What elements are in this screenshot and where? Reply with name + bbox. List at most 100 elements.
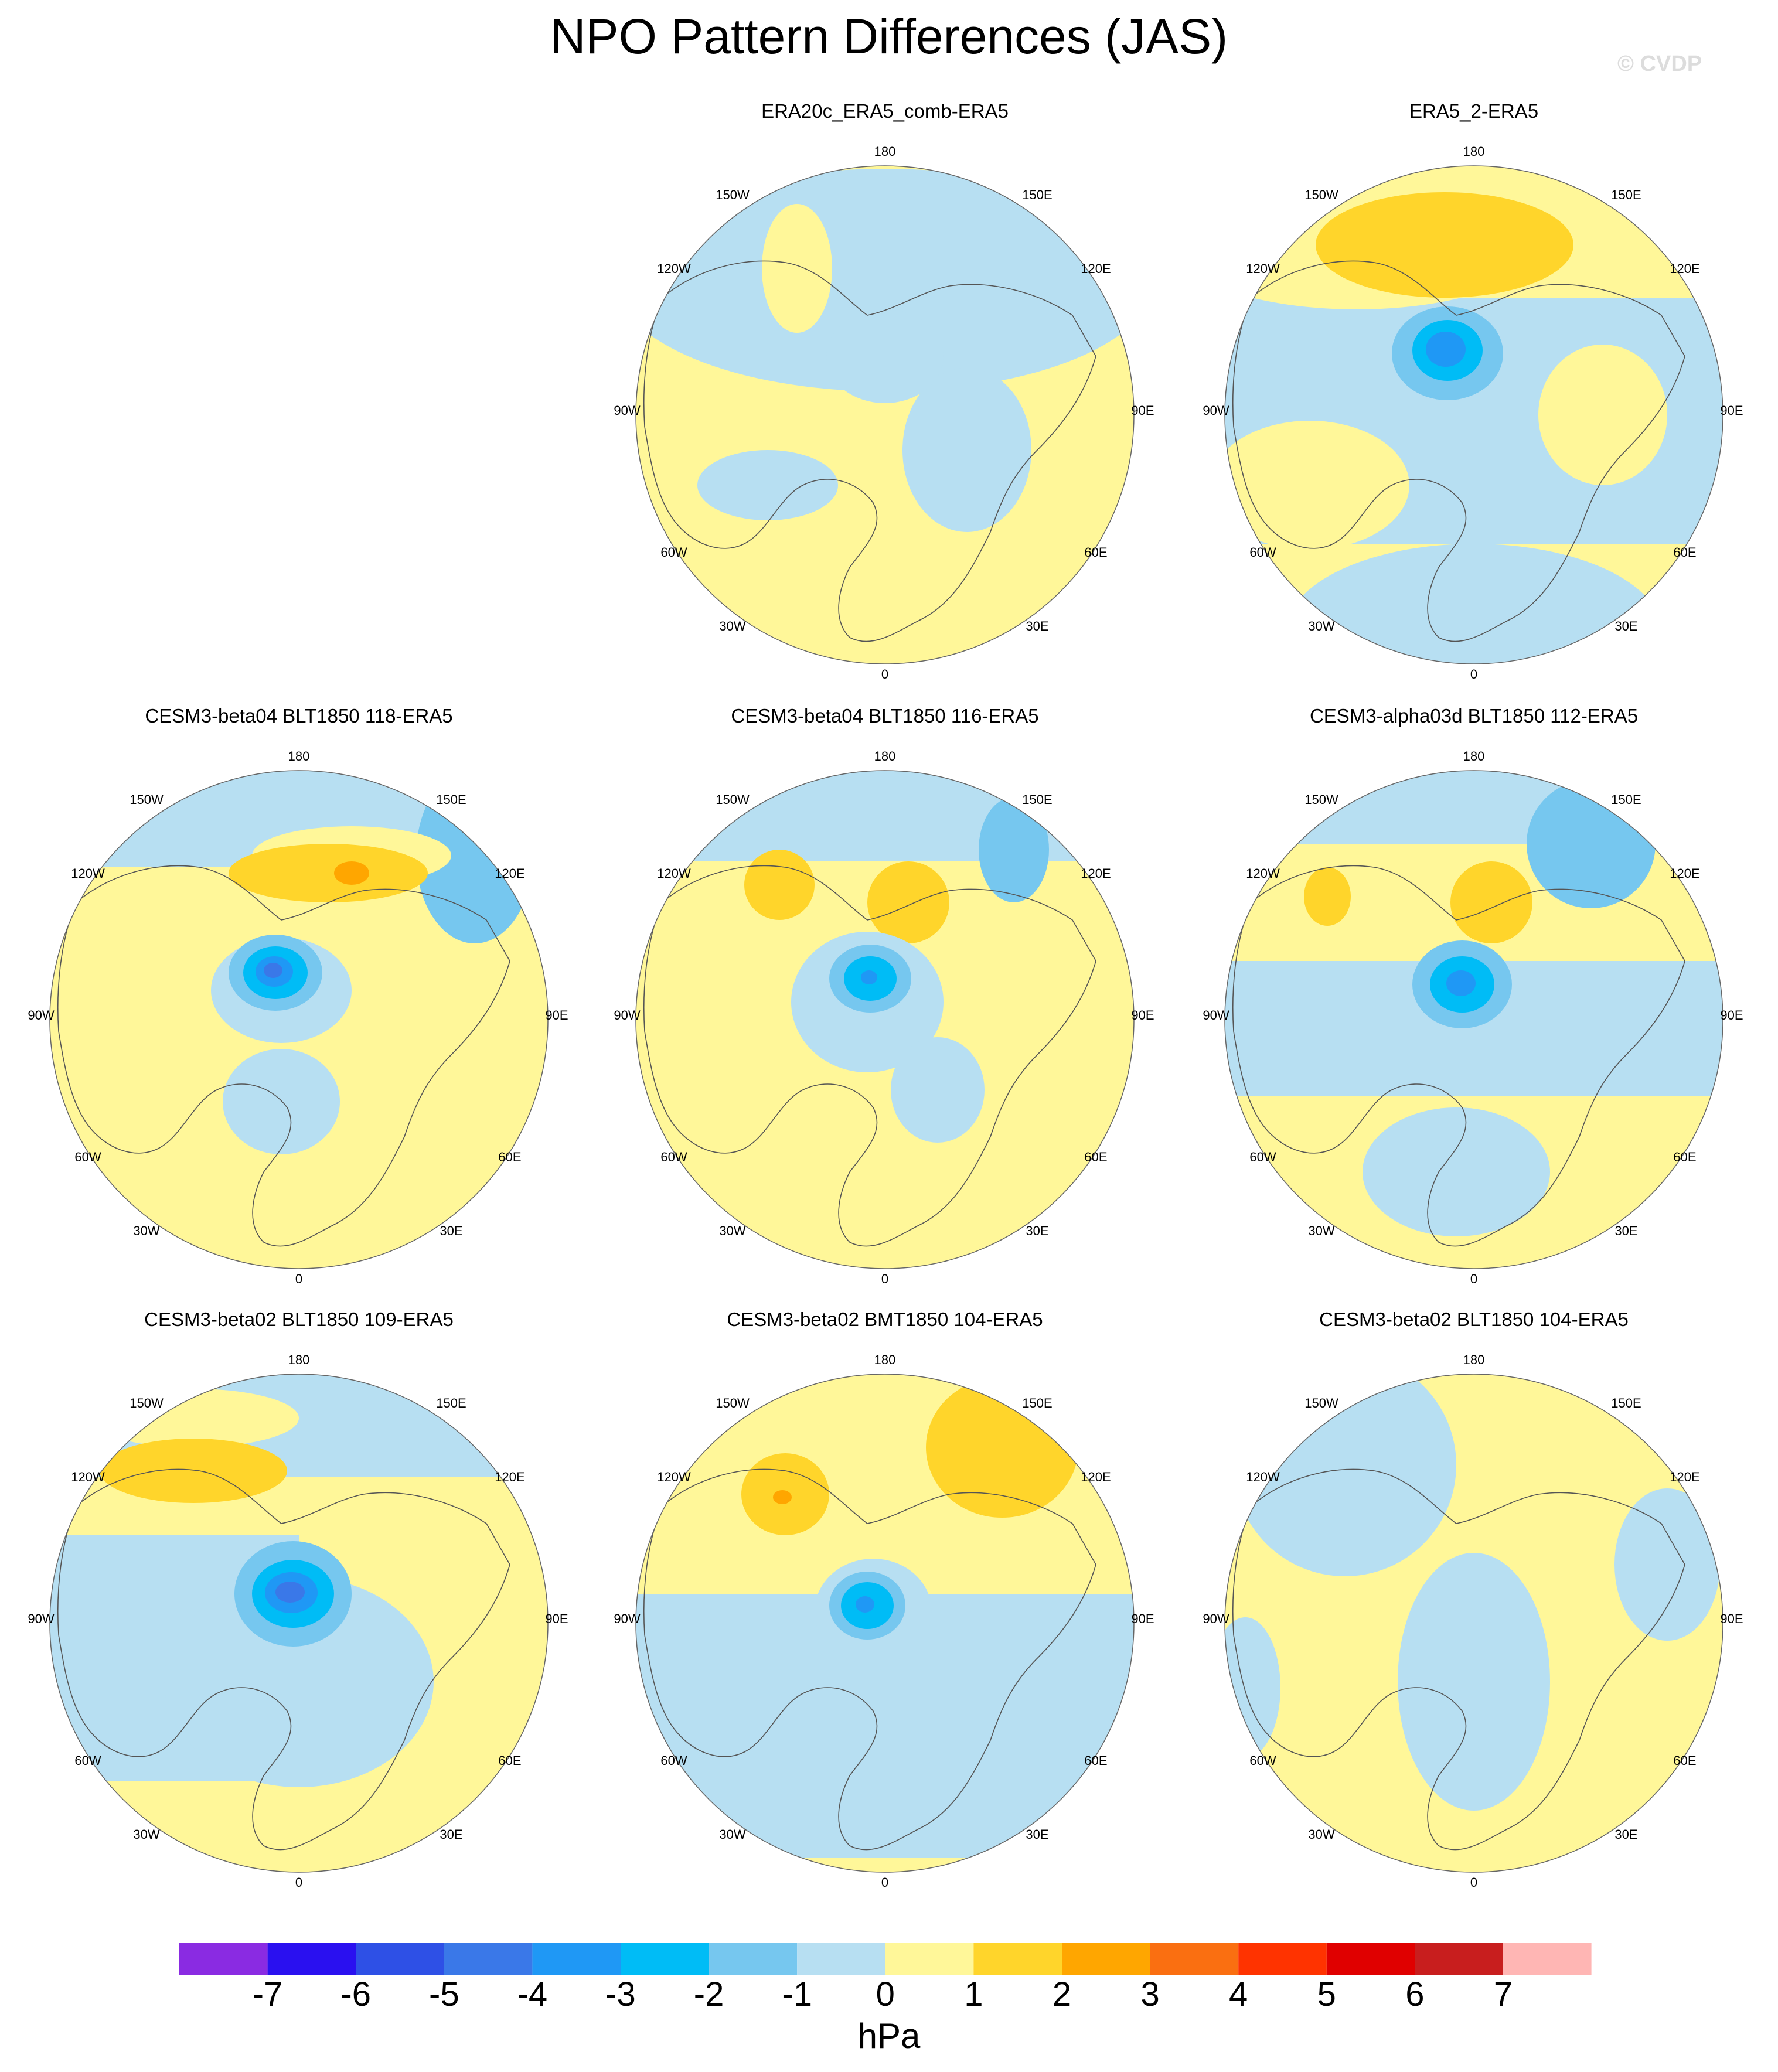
longitude-label: 180 bbox=[288, 749, 310, 764]
longitude-label: 30E bbox=[1614, 619, 1637, 633]
contour-region bbox=[1398, 1553, 1550, 1811]
colorbar-segment bbox=[621, 1943, 709, 1975]
map-boundary bbox=[1224, 770, 1723, 1269]
polar-map: 180 150E 120E 90E 60E 30E 0 30W 60W 90W 120W 150W bbox=[1203, 144, 1743, 681]
colorbar-segment bbox=[267, 1943, 356, 1975]
longitude-label: 30E bbox=[1026, 1224, 1048, 1238]
longitude-label: 60W bbox=[74, 1150, 101, 1164]
longitude-label: 120E bbox=[1081, 866, 1111, 881]
longitude-label: 90W bbox=[614, 1008, 640, 1023]
longitude-label: 150W bbox=[1304, 188, 1338, 202]
colorbar-segment bbox=[1415, 1943, 1503, 1975]
longitude-label: 90E bbox=[1720, 1008, 1743, 1023]
map-boundary bbox=[1224, 165, 1723, 664]
page-title: NPO Pattern Differences (JAS) bbox=[550, 9, 1228, 64]
longitude-label: 60E bbox=[1084, 1753, 1107, 1768]
contour-region bbox=[1614, 1488, 1720, 1641]
longitude-label: 30E bbox=[440, 1224, 462, 1238]
panel-title: ERA20c_ERA5_comb-ERA5 bbox=[761, 100, 1009, 122]
longitude-label: 90W bbox=[1203, 1008, 1229, 1023]
longitude-label: 150E bbox=[1022, 188, 1052, 202]
longitude-label: 90W bbox=[1203, 403, 1229, 418]
contour-region bbox=[867, 861, 949, 943]
colorbar-segment bbox=[179, 1943, 268, 1975]
colorbar-units: hPa bbox=[857, 2016, 921, 2056]
colorbar-segment bbox=[1062, 1943, 1150, 1975]
longitude-label: 180 bbox=[1463, 749, 1485, 764]
longitude-label: 0 bbox=[881, 667, 888, 681]
map-boundary bbox=[635, 1374, 1135, 1873]
longitude-label: 150W bbox=[716, 188, 750, 202]
longitude-label: 90W bbox=[1203, 1611, 1229, 1626]
longitude-label: 90E bbox=[1720, 1611, 1743, 1626]
map-panel: ERA20c_ERA5_comb-ERA5 180 150E 120E 90E 60E 30… bbox=[592, 98, 1178, 708]
colorbar-segment bbox=[973, 1943, 1062, 1975]
longitude-label: 90E bbox=[545, 1008, 568, 1023]
colorbar-tick-label: -3 bbox=[605, 1975, 636, 2013]
contour-region bbox=[856, 1596, 874, 1613]
longitude-label: 120E bbox=[1670, 866, 1699, 881]
contour-region bbox=[1304, 867, 1351, 926]
panel-title: CESM3-beta02 BLT1850 109-ERA5 bbox=[144, 1308, 454, 1330]
coastline bbox=[643, 260, 1096, 642]
contour-region bbox=[334, 861, 369, 885]
colorbar-segment bbox=[709, 1943, 798, 1975]
longitude-label: 30W bbox=[719, 1827, 745, 1842]
colorbar-tick-label: -6 bbox=[340, 1975, 371, 2013]
contour-region bbox=[697, 450, 838, 520]
colorbar-tick-label: 6 bbox=[1405, 1975, 1425, 2013]
longitude-label: 120E bbox=[1670, 261, 1699, 276]
coastline bbox=[643, 1468, 1096, 1851]
longitude-label: 30W bbox=[1308, 619, 1334, 633]
colorbar-segment bbox=[356, 1943, 444, 1975]
longitude-label: 150E bbox=[1022, 792, 1052, 807]
contour-region bbox=[1286, 544, 1661, 664]
colorbar-segment bbox=[444, 1943, 533, 1975]
contour-region bbox=[762, 204, 832, 333]
colorbar-tick-label: 3 bbox=[1140, 1975, 1160, 2013]
map-boundary bbox=[49, 770, 549, 1269]
contour-region bbox=[636, 169, 1134, 391]
contour-region bbox=[773, 1490, 792, 1504]
longitude-label: 60W bbox=[1249, 545, 1276, 560]
longitude-label: 60W bbox=[660, 1150, 687, 1164]
longitude-label: 90W bbox=[614, 403, 640, 418]
longitude-label: 60E bbox=[498, 1150, 521, 1164]
longitude-label: 150E bbox=[1611, 792, 1641, 807]
map-panel: CESM3-beta02 BMT1850 104-ERA5 180 150E 120E… bbox=[592, 1307, 1178, 1916]
longitude-label: 0 bbox=[295, 1875, 302, 1890]
longitude-label: 60E bbox=[1673, 1753, 1696, 1768]
longitude-label: 120W bbox=[71, 866, 105, 881]
map-boundary bbox=[1224, 1374, 1723, 1873]
contour-region bbox=[636, 771, 1134, 861]
longitude-label: 150E bbox=[1022, 1396, 1052, 1410]
longitude-label: 30E bbox=[1614, 1224, 1637, 1238]
coastline bbox=[57, 865, 510, 1247]
copyright-notice: © CVDP bbox=[1617, 52, 1702, 76]
contour-region bbox=[1538, 345, 1667, 485]
panel-title: CESM3-beta02 BLT1850 104-ERA5 bbox=[1319, 1308, 1629, 1330]
contour-region bbox=[1316, 192, 1573, 298]
contour-region bbox=[264, 963, 282, 978]
longitude-label: 90E bbox=[1131, 1008, 1154, 1023]
longitude-label: 60E bbox=[1084, 1150, 1107, 1164]
longitude-label: 150W bbox=[716, 792, 750, 807]
colorbar-tick-label: 2 bbox=[1052, 1975, 1072, 2013]
contour-region bbox=[861, 970, 877, 984]
coastline bbox=[643, 865, 1096, 1247]
longitude-label: 60W bbox=[1249, 1753, 1276, 1768]
longitude-label: 60W bbox=[660, 1753, 687, 1768]
colorbar-segment bbox=[885, 1943, 974, 1975]
map-panel: CESM3-beta02 BLT1850 109-ERA5 180 150E 120E… bbox=[6, 1307, 592, 1916]
longitude-label: 30E bbox=[1026, 1827, 1048, 1842]
contour-region bbox=[100, 1439, 287, 1503]
panel-title: ERA5_2-ERA5 bbox=[1409, 100, 1539, 122]
panel-title: CESM3-beta04 BLT1850 116-ERA5 bbox=[731, 705, 1039, 727]
longitude-label: 30E bbox=[1026, 619, 1048, 633]
colorbar-tick-label: -1 bbox=[782, 1975, 812, 2013]
longitude-label: 120W bbox=[1246, 1470, 1280, 1484]
colorbar-segment bbox=[1238, 1943, 1327, 1975]
longitude-label: 120W bbox=[657, 866, 691, 881]
longitude-label: 30W bbox=[133, 1224, 159, 1238]
longitude-label: 60W bbox=[660, 545, 687, 560]
